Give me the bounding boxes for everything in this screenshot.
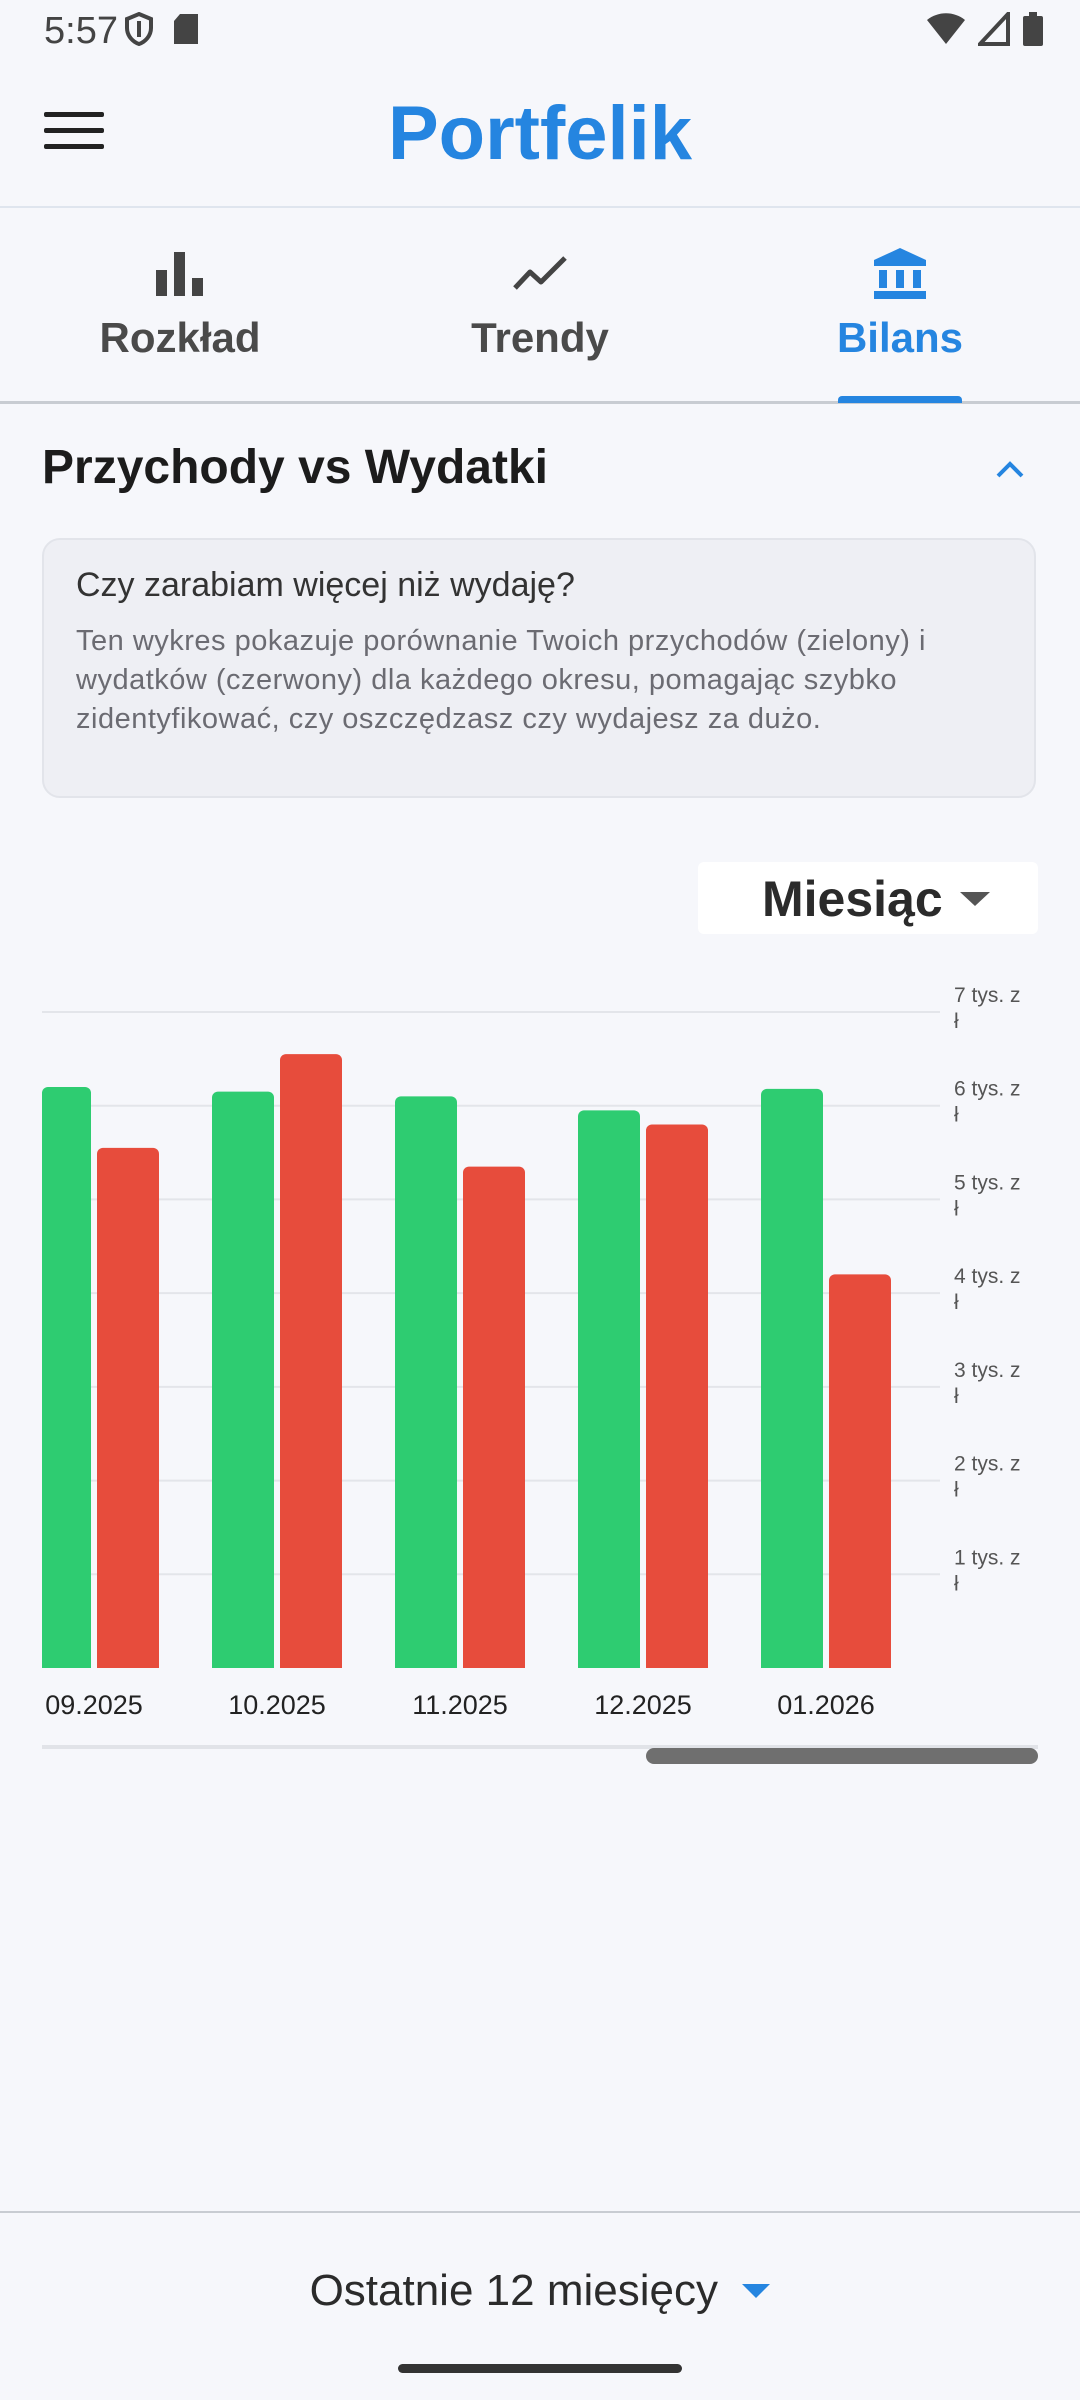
battery-icon [1023, 12, 1043, 46]
info-text: Ten wykres pokazuje porównanie Twoich pr… [76, 625, 926, 735]
expense-bar [829, 1274, 891, 1668]
dropdown-arrow-icon [960, 892, 990, 906]
tab-bar: Rozkład Trendy Bilans [0, 208, 1080, 402]
income-bar [395, 1096, 457, 1668]
x-tick-label: 01.2026 [777, 1690, 875, 1720]
app-bar-divider [0, 206, 1080, 208]
expense-bar-base [463, 1660, 525, 1668]
income-bar [212, 1091, 274, 1668]
x-tick-label: 10.2025 [228, 1690, 326, 1720]
active-tab-indicator [838, 396, 962, 403]
wifi-icon [927, 13, 965, 44]
range-value: Ostatnie 12 miesięcy [309, 2266, 718, 2315]
expense-bar-base [280, 1660, 342, 1668]
period-dropdown[interactable]: Miesiąc [698, 862, 1038, 934]
expense-bar-base [829, 1660, 891, 1668]
period-value: Miesiąc [762, 871, 943, 927]
trend-line-icon [513, 256, 567, 290]
x-tick-label: 12.2025 [594, 1690, 692, 1720]
shield-icon [125, 12, 153, 46]
tab-label: Rozkład [99, 314, 261, 361]
menu-icon-line [44, 128, 104, 133]
tab-label: Trendy [471, 314, 609, 361]
expense-bar [463, 1166, 525, 1668]
status-left-icons [124, 12, 200, 46]
expense-bar [280, 1054, 342, 1668]
tab-trendy[interactable]: Trendy [360, 208, 720, 402]
info-card: Czy zarabiam więcej niż wydaję? Ten wykr… [42, 538, 1036, 798]
income-bar-base [395, 1660, 457, 1668]
chevron-up-icon[interactable] [990, 454, 1030, 486]
income-bar [42, 1086, 91, 1668]
status-right-icons [926, 12, 1044, 46]
sd-card-icon [174, 14, 198, 44]
x-tick-label: 09.2025 [45, 1690, 143, 1720]
menu-icon-line [44, 112, 104, 117]
bank-icon [874, 248, 926, 299]
income-bar-base [42, 1660, 91, 1668]
x-tick-label: 11.2025 [412, 1690, 508, 1720]
expense-bar [97, 1147, 159, 1668]
tab-label: Bilans [836, 314, 964, 361]
home-indicator[interactable] [398, 2364, 682, 2373]
dropdown-arrow-icon [742, 2284, 771, 2298]
tabs-divider [0, 401, 1080, 404]
tab-bilans[interactable]: Bilans [720, 208, 1080, 402]
bottom-divider [0, 2211, 1080, 2213]
menu-icon-line [44, 144, 104, 149]
expense-bar [646, 1124, 708, 1668]
status-time: 5:57 [44, 10, 118, 52]
signal-icon [978, 12, 1010, 46]
info-question: Czy zarabiam więcej niż wydaję? [76, 566, 575, 604]
income-bar-base [578, 1660, 640, 1668]
tab-rozklad[interactable]: Rozkład [0, 208, 360, 402]
chart-scroll-thumb[interactable] [646, 1748, 1038, 1764]
expense-bar-base [97, 1660, 159, 1668]
menu-button[interactable] [44, 112, 104, 162]
chart-scroll-track[interactable] [42, 1745, 1038, 1749]
income-bar-base [212, 1660, 274, 1668]
bar-chart-icon [156, 252, 203, 296]
expense-bar-base [646, 1660, 708, 1668]
income-expense-chart[interactable]: 1 tys. z ł 2 tys. z ł 3 tys. z ł 4 tys. z ł 5 ty… [0, 960, 1080, 1740]
app-title: Portfelik [387, 91, 693, 176]
range-dropdown[interactable]: Ostatnie 12 miesięcy [0, 2266, 1080, 2316]
income-bar [578, 1110, 640, 1668]
income-bar [761, 1088, 823, 1668]
section-title: Przychody vs Wydatki [42, 441, 548, 494]
income-bar-base [761, 1660, 823, 1668]
